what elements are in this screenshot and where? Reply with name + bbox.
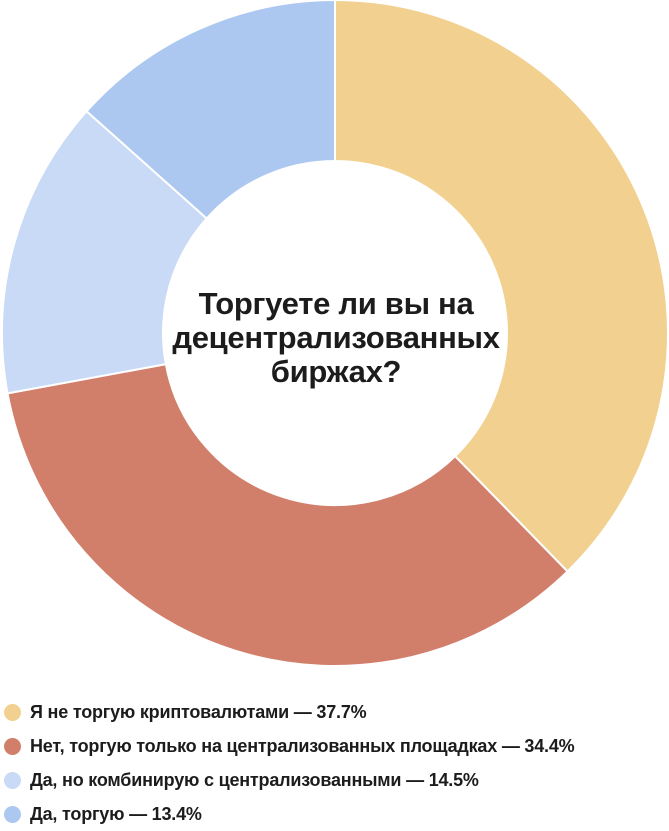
donut-slice-0 <box>334 0 669 573</box>
legend-item: Я не торгую криптовалютами — 37.7% <box>4 695 669 729</box>
legend-dot-icon <box>4 771 21 789</box>
chart-title: Торгуете ли вы на децентрализованных бир… <box>172 286 500 389</box>
legend-label: Нет, торгую только на централизованных п… <box>30 735 575 756</box>
legend-dot-icon <box>4 703 21 721</box>
donut-chart <box>1 0 669 667</box>
legend-item: Нет, торгую только на централизованных п… <box>4 729 669 763</box>
legend-label: Я не торгую криптовалютами — 37.7% <box>30 701 367 722</box>
legend-label: Да, но комбинирую с централизованными — … <box>30 769 479 790</box>
legend-label: Да, торгую — 13.4% <box>30 803 202 824</box>
donut-slice-1 <box>6 363 569 667</box>
legend-item: Да, но комбинирую с централизованными — … <box>4 763 669 797</box>
legend-dot-icon <box>4 805 21 823</box>
donut-slice-3 <box>85 0 336 220</box>
legend-dot-icon <box>4 737 21 755</box>
legend: Я не торгую криптовалютами — 37.7% Нет, … <box>4 695 669 831</box>
legend-item: Да, торгую — 13.4% <box>4 797 669 831</box>
donut-slice-2 <box>1 109 209 395</box>
